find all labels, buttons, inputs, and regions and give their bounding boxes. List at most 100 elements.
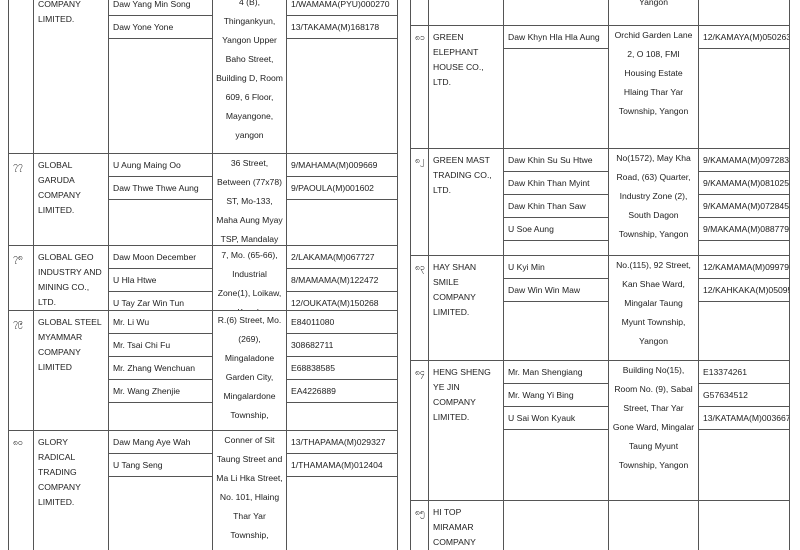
company-name: GREEN MAST TRADING CO., LTD. xyxy=(428,149,503,255)
persons-cell: Daw Khyn Hla Hla Aung xyxy=(503,26,608,148)
person-name: Mr. Tsai Chi Fu xyxy=(109,334,212,357)
table-row: ၈၅ HI TOP MIRAMAR COMPANY xyxy=(410,500,790,550)
registration-number: 2/LAKAMA(M)067727 xyxy=(287,246,397,269)
registration-number: 1/THAMAMA(M)012404 xyxy=(287,454,397,477)
registration-number: 12/KAHKAKA(M)050953 xyxy=(699,279,789,302)
table-row: COMPANY LIMITED. Daw Yang Min Song Daw Yon… xyxy=(8,0,398,153)
address: R.(6) Street, Mo. (269), Mingaladone Gar… xyxy=(212,311,286,430)
registrations-cell: 2/LAKAMA(M)067727 8/MAMAMA(M)122472 12/OUK… xyxy=(286,246,398,310)
registration-number: 9/KAMAMA(M)081025 xyxy=(699,172,789,195)
table-row: ၈၀ GLORY RADICAL TRADING COMPANY LIMITED.… xyxy=(8,430,398,550)
persons-cell: U Aung Maing Oo Daw Thwe Thwe Aung xyxy=(108,154,212,245)
row-number: ၈၁ xyxy=(410,26,428,148)
person-name: Mr. Zhang Wenchuan xyxy=(109,357,212,380)
person-name: U Sai Won Kyauk xyxy=(504,407,608,430)
person-name: Daw Mang Aye Wah xyxy=(109,431,212,454)
company-name: GLOBAL GARUDA COMPANY LIMITED. xyxy=(33,154,108,245)
registrations-cell: 13/THAPAMA(M)029327 1/THAMAMA(M)012404 xyxy=(286,431,398,550)
registration-number: 13/THAPAMA(M)029327 xyxy=(287,431,397,454)
person-name: Daw Khyn Hla Hla Aung xyxy=(504,26,608,49)
registration-number: 9/MAHAMA(M)009669 xyxy=(287,154,397,177)
company-name: GREEN ELEPHANT HOUSE CO., LTD. xyxy=(428,26,503,148)
person-name: Daw Khin Su Su Htwe xyxy=(504,149,608,172)
person-name: Daw Thwe Thwe Aung xyxy=(109,177,212,200)
person-name: Mr. Li Wu xyxy=(109,311,212,334)
registrations-cell: 9/KAMAMA(M)097283 9/KAMAMA(M)081025 9/KAMA… xyxy=(698,149,790,255)
address: Yangon xyxy=(608,0,698,25)
row-number xyxy=(410,0,428,25)
address: Building No(15), Room No. (9), Sabal Str… xyxy=(608,361,698,500)
registration-number: 1/WAMAMA(PYU)000270 xyxy=(287,0,397,16)
persons-cell: Mr. Li Wu Mr. Tsai Chi Fu Mr. Zhang Wenchu… xyxy=(108,311,212,430)
table-row: ၇၇ GLOBAL GARUDA COMPANY LIMITED. U Aung M… xyxy=(8,153,398,245)
person-name: Daw Win Win Maw xyxy=(504,279,608,302)
address: Orchid Garden Lane 2, O 108, FMI Housing… xyxy=(608,26,698,148)
table-row: ၇၉ GLOBAL STEEL MYAMMAR COMPANY LIMITED Mr… xyxy=(8,310,398,430)
registration-number: 9/KAMAMA(M)072845 xyxy=(699,195,789,218)
registration-number: 12/KAMAYA(M)050263 xyxy=(699,26,789,49)
company-name: GLOBAL GEO INDUSTRY AND MINING CO., LTD. xyxy=(33,246,108,310)
registration-number: 9/PAOULA(M)001602 xyxy=(287,177,397,200)
registration-number: E84011080 xyxy=(287,311,397,334)
registration-number: 8/MAMAMA(M)122472 xyxy=(287,269,397,292)
registration-number: EA4226889 xyxy=(287,380,397,403)
table-row: ၇၈ GLOBAL GEO INDUSTRY AND MINING CO., LT… xyxy=(8,245,398,310)
company-name xyxy=(428,0,503,25)
address: No(1572), May Kha Road, (63) Quarter, In… xyxy=(608,149,698,255)
person-name: Daw Yang Min Song xyxy=(109,0,212,16)
person-name: U Aung Maing Oo xyxy=(109,154,212,177)
company-name: HAY SHAN SMILE COMPANY LIMITED. xyxy=(428,256,503,360)
person-name: U Tang Seng xyxy=(109,454,212,477)
person-name: Daw Yone Yone xyxy=(109,16,212,39)
row-number: ၇၈ xyxy=(8,246,33,310)
registration-number: 9/KAMAMA(M)097283 xyxy=(699,149,789,172)
address: 4 (B), Thingankyun, Yangon Upper Baho St… xyxy=(212,0,286,153)
registration-number: E13374261 xyxy=(699,361,789,384)
registrations-cell: E84011080 308682711 E68838585 EA4226889 xyxy=(286,311,398,430)
table-row: ၈၂ GREEN MAST TRADING CO., LTD. Daw Khin S… xyxy=(410,148,790,255)
company-name: GLOBAL STEEL MYAMMAR COMPANY LIMITED xyxy=(33,311,108,430)
company-name: GLORY RADICAL TRADING COMPANY LIMITED. xyxy=(33,431,108,550)
registrations-cell: 1/WAMAMA(PYU)000270 13/TAKAMA(M)168178 xyxy=(286,0,398,153)
registrations-cell: 9/MAHAMA(M)009669 9/PAOULA(M)001602 xyxy=(286,154,398,245)
person-name: U Kyi Min xyxy=(504,256,608,279)
registration-number: 12/KAMAMA(M)099792 xyxy=(699,256,789,279)
registration-number: E68838585 xyxy=(287,357,397,380)
registration-number: 12/OUKATA(M)150268 xyxy=(287,292,397,310)
address: 36 Street, Between (77x78) ST, Mo-133, M… xyxy=(212,154,286,245)
row-number: ၈၀ xyxy=(8,431,33,550)
person-name: U Tay Zar Win Tun xyxy=(109,292,212,310)
person-name: Mr. Man Shengiang xyxy=(504,361,608,384)
person-name: Daw Moon December xyxy=(109,246,212,269)
row-number: ၈၄ xyxy=(410,361,428,500)
registrations-cell: 12/KAMAMA(M)099792 12/KAHKAKA(M)050953 xyxy=(698,256,790,360)
registrations-cell: E13374261 G57634512 13/KATAMA(M)003667 xyxy=(698,361,790,500)
row-number xyxy=(8,0,33,153)
registration-number: 308682711 xyxy=(287,334,397,357)
persons-cell xyxy=(503,501,608,550)
persons-cell: Daw Mang Aye Wah U Tang Seng xyxy=(108,431,212,550)
table-row: Yangon xyxy=(410,0,790,25)
registration-number: 13/TAKAMA(M)168178 xyxy=(287,16,397,39)
address xyxy=(608,501,698,550)
person-name: U Soe Aung xyxy=(504,218,608,241)
persons-cell: U Kyi Min Daw Win Win Maw xyxy=(503,256,608,360)
table-row: ၈၁ GREEN ELEPHANT HOUSE CO., LTD. Daw Khyn… xyxy=(410,25,790,148)
persons-cell: Daw Yang Min Song Daw Yone Yone xyxy=(108,0,212,153)
company-name: HENG SHENG YE JIN COMPANY LIMITED. xyxy=(428,361,503,500)
persons-cell: Daw Moon December U Hla Htwe U Tay Zar Win… xyxy=(108,246,212,310)
table-row: ၈၄ HENG SHENG YE JIN COMPANY LIMITED. Mr. … xyxy=(410,360,790,500)
row-number: ၈၂ xyxy=(410,149,428,255)
table-row: ၈၃ HAY SHAN SMILE COMPANY LIMITED. U Kyi M… xyxy=(410,255,790,360)
person-name: Daw Khin Than Saw xyxy=(504,195,608,218)
row-number: ၇၇ xyxy=(8,154,33,245)
address: No.(115), 92 Street, Kan Shae Ward, Ming… xyxy=(608,256,698,360)
address: 7, Mo. (65-66), Industrial Zone(1), Loik… xyxy=(212,246,286,310)
registration-number: G57634512 xyxy=(699,384,789,407)
persons-cell xyxy=(503,0,608,25)
company-name: HI TOP MIRAMAR COMPANY xyxy=(428,501,503,550)
persons-cell: Mr. Man Shengiang Mr. Wang Yi Bing U Sai W… xyxy=(503,361,608,500)
address: Conner of Sit Taung Street and Ma Li Hka… xyxy=(212,431,286,550)
person-name: Mr. Wang Zhenjie xyxy=(109,380,212,403)
